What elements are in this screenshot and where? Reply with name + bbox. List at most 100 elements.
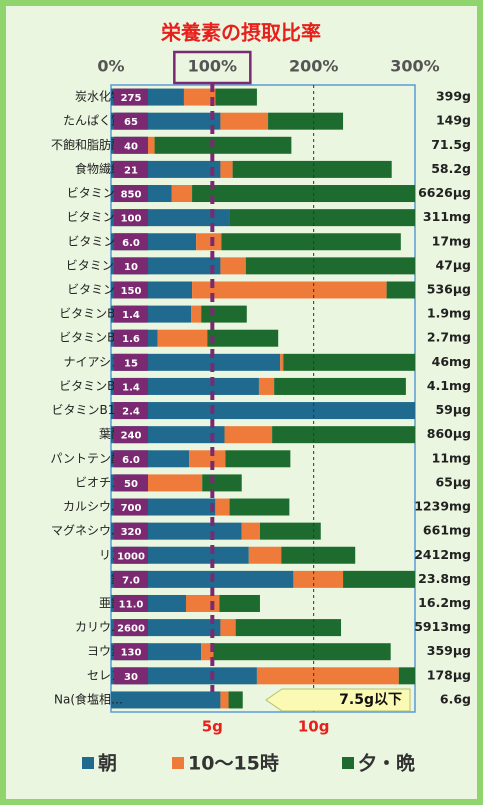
reference-amount: 21 xyxy=(124,165,138,176)
reference-amount: 1000 xyxy=(117,551,145,562)
reference-amount: 1.4 xyxy=(122,310,140,321)
bar-segment xyxy=(274,377,406,395)
bar-segment xyxy=(281,546,356,564)
bar-segment xyxy=(192,185,415,203)
reference-amount: 130 xyxy=(121,648,142,659)
reference-amount-box xyxy=(114,474,148,492)
reference-amount-box xyxy=(114,112,148,130)
intake-label: 661mg xyxy=(423,523,471,538)
bar-segment xyxy=(259,522,321,540)
category-label: ヨウ素 xyxy=(87,644,123,658)
x-tick-label: 100% xyxy=(188,57,237,76)
bar-segment xyxy=(293,570,344,588)
intake-label: 359μg xyxy=(427,643,471,658)
intake-label: 65μg xyxy=(435,474,471,489)
intake-label: 11mg xyxy=(432,450,471,465)
reference-amount-box xyxy=(114,402,148,420)
bar-segment xyxy=(207,329,279,347)
intake-label: 149g xyxy=(436,113,471,128)
reference-amount: 2.4 xyxy=(122,407,140,418)
bar-segment xyxy=(280,353,284,371)
intake-label: 2412mg xyxy=(414,547,471,562)
reference-amount-box xyxy=(114,643,148,661)
reference-amount: 15 xyxy=(124,358,138,369)
bar-segment xyxy=(111,570,294,588)
sodium-tick-label: 5g xyxy=(202,718,223,736)
category-label: ビタミンE xyxy=(67,234,123,248)
reference-amount-box xyxy=(114,257,148,275)
x-tick-label: 200% xyxy=(289,57,338,76)
bar-segment xyxy=(201,643,214,661)
reference-amount: 30 xyxy=(124,672,138,683)
intake-label: 58.2g xyxy=(431,161,471,176)
bar-segment xyxy=(201,305,247,323)
legend-swatch xyxy=(342,757,354,769)
reference-amount: 65 xyxy=(124,117,138,128)
bar-segment xyxy=(272,426,415,444)
bar-segment xyxy=(215,88,257,106)
reference-amount-box xyxy=(114,570,148,588)
bar-segment xyxy=(245,257,415,275)
category-label: カルシウム xyxy=(63,500,123,514)
reference-amount-box xyxy=(114,594,148,612)
x-tick-label: 0% xyxy=(97,57,124,76)
category-label: 炭水化物 xyxy=(75,90,123,104)
bar-segment xyxy=(202,474,242,492)
bar-segment xyxy=(241,522,260,540)
reference-amount-box xyxy=(114,185,148,203)
category-label: ビタミンK xyxy=(67,282,124,296)
intake-label: 399g xyxy=(436,89,471,104)
sodium-tick-label: 10g xyxy=(298,718,330,736)
intake-label: 23.8mg xyxy=(418,571,471,586)
bar-segment xyxy=(147,136,155,154)
bar-segment xyxy=(191,305,202,323)
legend-swatch xyxy=(172,757,184,769)
category-label: ビタミンB1 xyxy=(59,307,123,321)
reference-amount-box xyxy=(114,160,148,178)
reference-amount-box xyxy=(114,667,148,685)
reference-amount: 2600 xyxy=(117,624,145,635)
bar-segment xyxy=(185,594,220,612)
bar-segment xyxy=(220,112,269,130)
bar-segment xyxy=(171,185,193,203)
category-label: ビタミンA xyxy=(67,186,124,200)
bar-segment xyxy=(111,353,281,371)
bar-segment xyxy=(220,619,236,637)
reference-amount-box xyxy=(114,353,148,371)
bar-segment xyxy=(220,160,233,178)
intake-label: 6626μg xyxy=(418,185,471,200)
bar-segment xyxy=(220,691,229,709)
intake-label: 17mg xyxy=(432,233,471,248)
bar-segment xyxy=(229,209,415,227)
reference-amount: 1.4 xyxy=(122,382,140,393)
category-label: セレン xyxy=(87,668,123,682)
bar-segment xyxy=(258,377,275,395)
category-label: ビタミンB2 xyxy=(59,331,123,345)
bar-segment xyxy=(398,667,415,685)
reference-amount-box xyxy=(114,546,148,564)
reference-amount: 320 xyxy=(121,527,142,538)
category-label: ビオチン xyxy=(75,475,123,489)
bar-segment xyxy=(157,329,208,347)
intake-label: 536μg xyxy=(427,281,471,296)
bar-segment xyxy=(219,594,260,612)
bar-segment xyxy=(232,160,392,178)
category-label: マグネシウム xyxy=(51,524,123,538)
category-label: パントテン酸 xyxy=(50,450,123,465)
x-tick-label: 300% xyxy=(390,57,439,76)
category-label: ナイアシン xyxy=(63,355,123,369)
bar-segment xyxy=(189,450,226,468)
bar-segment xyxy=(228,691,243,709)
reference-amount-box xyxy=(114,281,148,299)
intake-label: 1.9mg xyxy=(427,306,471,321)
legend-label: 10〜15時 xyxy=(188,753,279,775)
reference-amount: 100 xyxy=(121,214,142,225)
intake-label: 16.2mg xyxy=(418,595,471,610)
intake-label: 1239mg xyxy=(414,499,471,514)
reference-amount: 700 xyxy=(121,503,142,514)
bar-segment xyxy=(229,498,290,516)
bar-segment xyxy=(192,281,387,299)
plot-frame xyxy=(110,84,416,713)
reference-amount: 40 xyxy=(124,141,138,152)
